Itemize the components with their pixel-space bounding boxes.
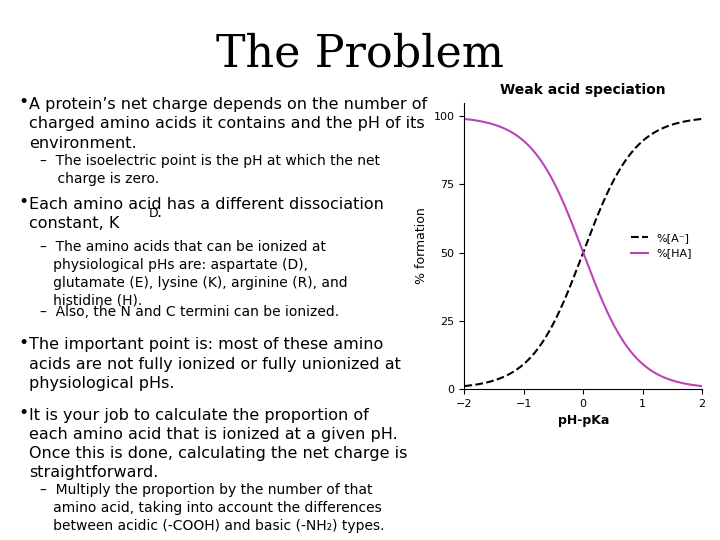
Text: –  The amino acids that can be ionized at
   physiological pHs are: aspartate (D: – The amino acids that can be ionized at… <box>40 240 347 308</box>
Text: –  Also, the N and C termini can be ionized.: – Also, the N and C termini can be ioniz… <box>40 305 338 319</box>
Text: .: . <box>156 205 161 220</box>
Text: •: • <box>18 404 28 422</box>
Text: The Problem: The Problem <box>216 32 504 76</box>
Text: •: • <box>18 93 28 111</box>
Text: The important point is: most of these amino
acids are not fully ionized or fully: The important point is: most of these am… <box>29 338 400 391</box>
Y-axis label: % formation: % formation <box>415 207 428 284</box>
X-axis label: pH-pKa: pH-pKa <box>557 414 609 427</box>
Text: •: • <box>18 193 28 211</box>
Text: D: D <box>148 206 158 220</box>
Title: Weak acid speciation: Weak acid speciation <box>500 83 666 97</box>
Text: Each amino acid has a different dissociation
constant, K: Each amino acid has a different dissocia… <box>29 197 384 231</box>
Text: –  The isoelectric point is the pH at which the net
    charge is zero.: – The isoelectric point is the pH at whi… <box>40 154 379 186</box>
Text: It is your job to calculate the proportion of
each amino acid that is ionized at: It is your job to calculate the proporti… <box>29 408 408 480</box>
Text: A protein’s net charge depends on the number of
charged amino acids it contains : A protein’s net charge depends on the nu… <box>29 97 427 151</box>
Text: •: • <box>18 334 28 352</box>
Text: –  Multiply the proportion by the number of that
   amino acid, taking into acco: – Multiply the proportion by the number … <box>40 483 384 533</box>
Legend: %[A⁻], %[HA]: %[A⁻], %[HA] <box>626 228 696 263</box>
